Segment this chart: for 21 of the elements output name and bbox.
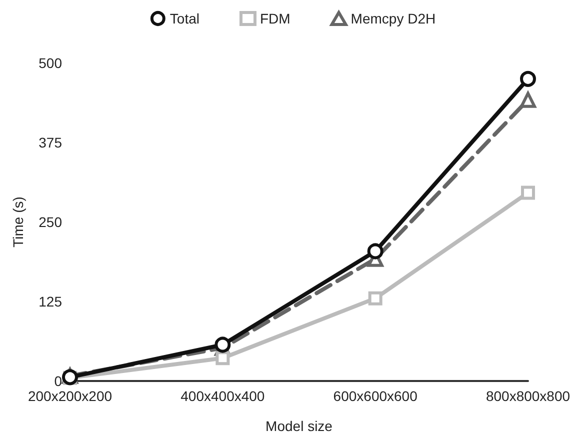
point [520,70,536,87]
y-tick-label: 125 [38,294,62,310]
point [521,186,535,200]
y-tick-label: 0 [54,373,62,389]
y-tick-label: 375 [38,134,62,150]
y-tick-label: 500 [38,55,62,71]
x-tick-label: 800x800x800 [486,388,570,404]
point [520,92,536,108]
point [216,351,230,366]
y-axis-title: Time (s) [10,196,26,248]
x-tick-label: 400x400x400 [180,388,265,404]
legend-label: FDM [260,10,290,26]
point [214,336,231,353]
point [367,243,384,260]
x-tick-label: 600x600x600 [333,388,418,404]
x-tick-label: 200x200x200 [28,388,112,404]
point [368,291,382,306]
x-axis-title: Model size [266,418,333,434]
y-tick-label: 250 [38,214,62,230]
legend-label: Total [170,10,200,26]
legend-label: Memcpy D2H [350,10,436,26]
